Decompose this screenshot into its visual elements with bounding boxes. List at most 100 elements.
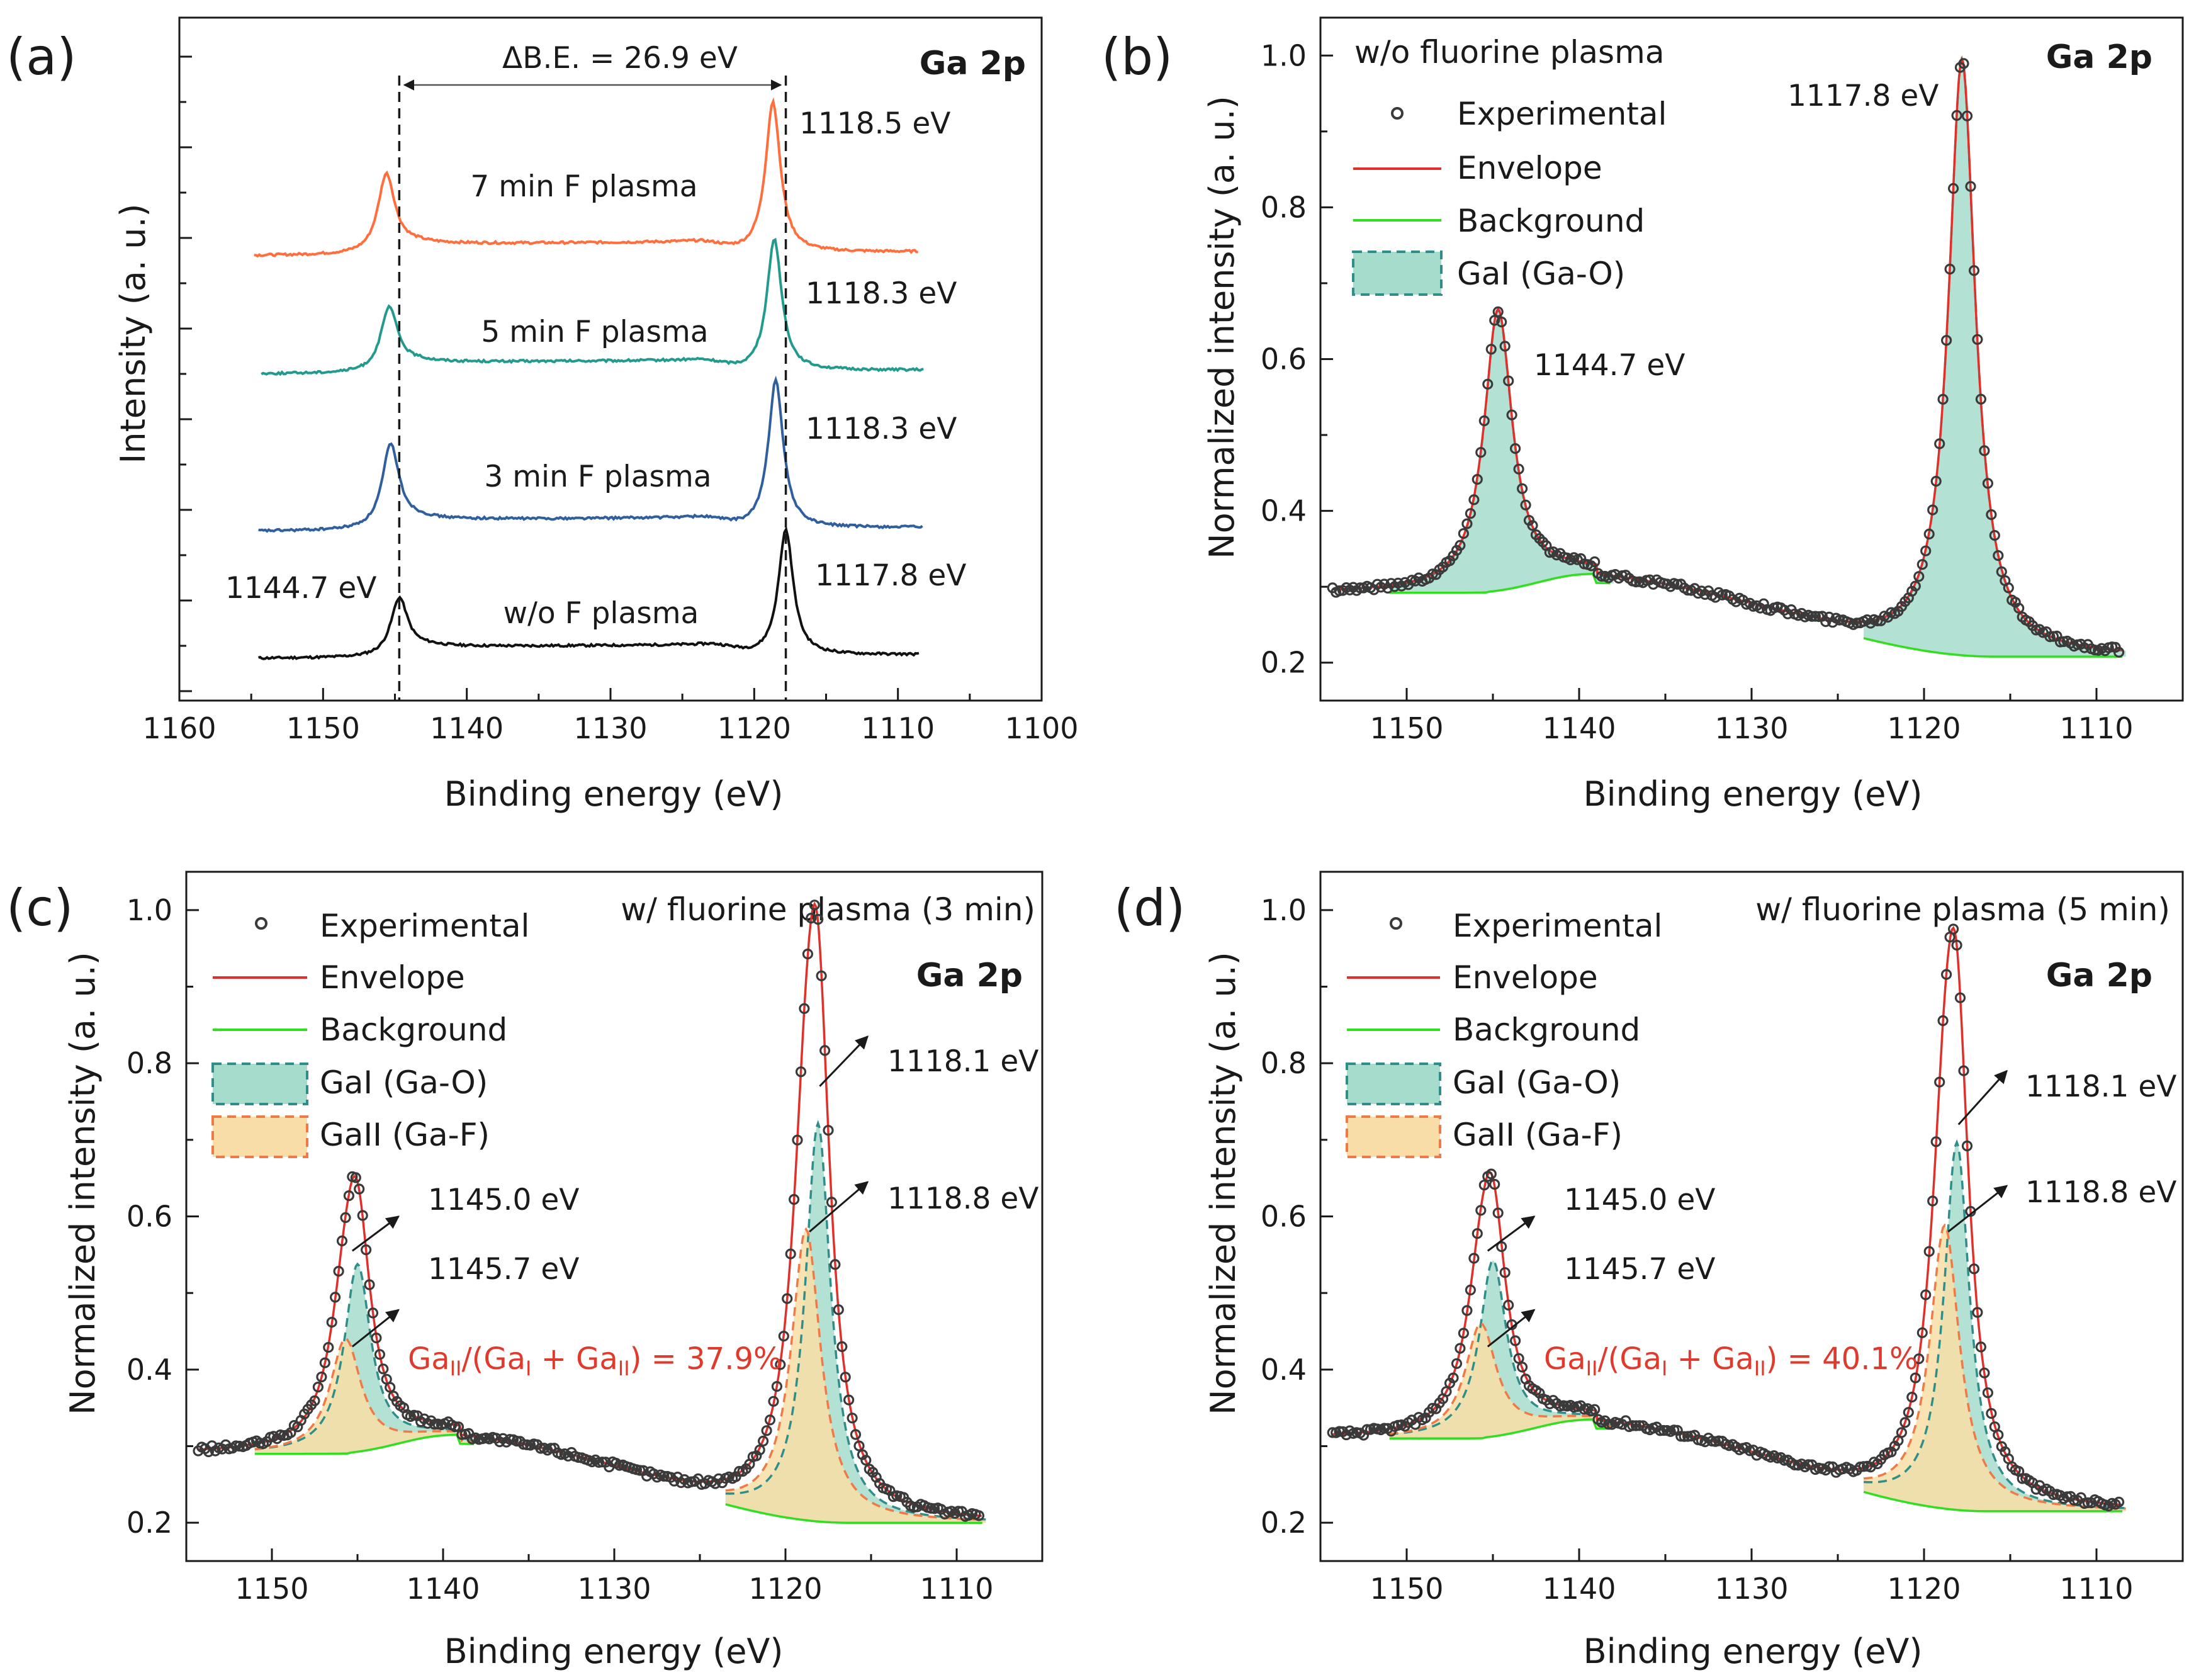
x-tick-label: 1150 — [1370, 1572, 1443, 1606]
experimental-point — [1510, 443, 1521, 454]
panel-d-ann-1145-0: 1145.0 eV — [1564, 1183, 1715, 1217]
component-fill-3 — [725, 1229, 986, 1523]
experimental-point — [1941, 969, 1952, 980]
experimental-point — [1954, 992, 1966, 1003]
experimental-point — [1506, 409, 1517, 420]
background-line-2 — [725, 1503, 982, 1524]
series-label-5min: 5 min F plasma — [481, 315, 708, 349]
experimental-point — [1499, 341, 1511, 352]
experimental-point — [1986, 1407, 1997, 1419]
experimental-point — [1485, 1168, 1497, 1180]
annotation-arrow-1 — [1487, 1215, 1536, 1252]
legend-envelope-text: Envelope — [320, 959, 465, 996]
component-edge-0 — [254, 1262, 478, 1451]
experimental-point — [1455, 539, 1466, 551]
panel-b-xlabel: Binding energy (eV) — [1584, 774, 1923, 814]
x-tick-label: 1110 — [920, 1572, 993, 1606]
background-line-2 — [1863, 637, 2123, 658]
background-line-1 — [1389, 1418, 1611, 1440]
experimental-point — [1472, 473, 1483, 485]
experimental-point — [1899, 1417, 1911, 1428]
experimental-point — [1461, 1305, 1473, 1316]
series-label-3min: 3 min F plasma — [484, 459, 711, 494]
experimental-point — [1920, 545, 1932, 556]
legend-ga-o-swatch — [1352, 251, 1443, 296]
component-fill-1 — [254, 1338, 478, 1454]
experimental-point — [1489, 1178, 1500, 1190]
experimental-point — [1934, 1076, 1945, 1088]
legend-background-text: Background — [1453, 1012, 1640, 1048]
experimental-point — [1937, 393, 1949, 405]
experimental-point — [343, 1190, 355, 1202]
panel-a-frame — [178, 16, 1043, 702]
experimental-point — [1993, 1429, 2004, 1441]
x-tick-label: 1120 — [1887, 711, 1961, 745]
series-line-0 — [257, 526, 920, 660]
y-tick-label: 0.2 — [127, 1506, 172, 1540]
panel-c-ann-1145-7: 1145.7 eV — [428, 1252, 579, 1287]
experimental-point — [1989, 529, 2000, 541]
experimental-point — [2113, 1496, 2125, 1508]
panel-b-frame — [1319, 16, 2184, 702]
experimental-point — [2003, 582, 2014, 594]
experimental-point — [350, 1172, 361, 1183]
experimental-point — [1972, 1307, 1983, 1318]
legend-ga-o-swatch — [1346, 1063, 1441, 1105]
experimental-point — [1958, 1065, 1969, 1076]
legend-ga-f-text: GaII (Ga-F) — [1453, 1117, 1623, 1153]
experimental-point — [1923, 1246, 1935, 1257]
panel-c-ticks: 1150 1140 1130 1120 1110 0.2 0.4 0.6 0.8 1.0 — [127, 893, 994, 1606]
experimental-point — [1589, 556, 1601, 568]
experimental-point — [1513, 1353, 1524, 1364]
experimental-point — [1903, 1407, 1914, 1418]
experimental-point — [326, 1317, 337, 1328]
experimental-point — [809, 899, 820, 911]
panel-c-ann-1118-8: 1118.8 eV — [887, 1181, 1038, 1216]
background-line-2 — [1863, 1491, 2123, 1513]
panel-c-xlabel: Binding energy (eV) — [444, 1632, 784, 1671]
panel-c-ratio: GaII/(GaI + GaII) = 37.9% — [408, 1341, 782, 1380]
annotation-arrow-3 — [1957, 1069, 2008, 1125]
experimental-point — [1478, 415, 1490, 427]
experimental-point — [385, 1382, 396, 1393]
panel-d: (d) Normalized intensity (a. u.) Binding… — [1114, 871, 2184, 1671]
experimental-point — [658, 1470, 670, 1482]
legend-ga-o-text: GaI (Ga-O) — [1457, 256, 1625, 292]
experimental-point — [1961, 1140, 1973, 1152]
background-line-1 — [1389, 572, 1611, 594]
panel-a-xlabel: Binding energy (eV) — [444, 774, 784, 814]
experimental-point — [1492, 306, 1504, 317]
component-fill-3 — [1864, 1225, 2126, 1511]
experimental-point — [1927, 504, 1939, 516]
panel-c-legend: Experimental Envelope Background GaI (Ga… — [211, 908, 529, 1158]
panel-c-frame — [185, 871, 1044, 1562]
legend-envelope-text: Envelope — [1453, 959, 1598, 996]
x-tick-label: 1140 — [1542, 711, 1616, 745]
experimental-point — [1492, 1207, 1504, 1219]
experimental-point — [1448, 1372, 1459, 1384]
envelope-line — [1332, 925, 2122, 1506]
experimental-point — [378, 1363, 389, 1375]
panel-d-plot — [1327, 923, 2126, 1513]
experimental-point — [312, 1382, 324, 1393]
component-fill-1 — [1864, 59, 2126, 657]
experimental-point — [1916, 1327, 1928, 1338]
experimental-point — [1910, 1372, 1921, 1384]
experimental-point — [1934, 438, 1945, 449]
experimental-point — [792, 1134, 803, 1146]
y-tick-label: 0.4 — [127, 1353, 172, 1387]
experimental-point — [1503, 1299, 1514, 1311]
x-tick-label: 1130 — [1714, 1572, 1788, 1606]
experimental-point — [1982, 1387, 1993, 1399]
experimental-point — [1630, 1420, 1641, 1431]
experimental-point — [826, 1197, 838, 1208]
experimental-point — [836, 1341, 848, 1352]
experimental-point — [319, 1357, 330, 1368]
annotation-arrow-3 — [819, 1035, 869, 1087]
legend-experimental-text: Experimental — [1457, 96, 1667, 132]
panel-c: (c) Normalized intensity (a. u.) Binding… — [6, 871, 1044, 1671]
experimental-point — [1941, 335, 1952, 346]
experimental-point — [1354, 582, 1366, 594]
panel-a-ylabel: Intensity (a. u.) — [113, 203, 153, 463]
experimental-point — [1455, 1343, 1466, 1354]
